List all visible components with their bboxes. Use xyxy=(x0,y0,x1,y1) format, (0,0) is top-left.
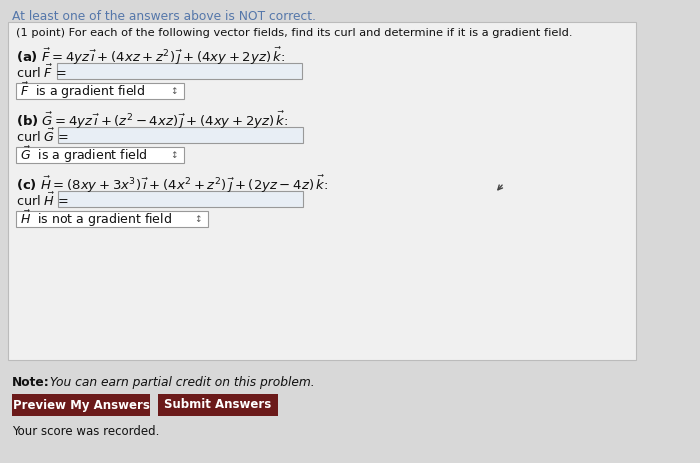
Text: $\vec{F}$  is a gradient field: $\vec{F}$ is a gradient field xyxy=(20,81,146,100)
Text: (1 point) For each of the following vector fields, find its curl and determine i: (1 point) For each of the following vect… xyxy=(16,28,573,38)
Text: $\vec{G}$  is a gradient field: $\vec{G}$ is a gradient field xyxy=(20,144,148,165)
Bar xyxy=(16,83,184,99)
Bar xyxy=(57,63,302,79)
Text: Preview My Answers: Preview My Answers xyxy=(13,399,149,412)
Text: ↕: ↕ xyxy=(195,214,202,224)
Text: curl $\vec{H}$ =: curl $\vec{H}$ = xyxy=(16,192,69,209)
Text: curl $\vec{G}$ =: curl $\vec{G}$ = xyxy=(16,128,69,145)
Text: Your score was recorded.: Your score was recorded. xyxy=(12,425,160,438)
Text: At least one of the answers above is NOT correct.: At least one of the answers above is NOT… xyxy=(12,10,316,23)
Bar xyxy=(16,211,208,227)
Text: ↕: ↕ xyxy=(170,87,178,95)
Text: You can earn partial credit on this problem.: You can earn partial credit on this prob… xyxy=(46,376,314,389)
Text: $\mathbf{(c)}\ \vec{H} = (8xy + 3x^3)\,\vec{\imath} + (4x^2 + z^2)\,\vec{\jmath}: $\mathbf{(c)}\ \vec{H} = (8xy + 3x^3)\,\… xyxy=(16,174,328,195)
Text: $\mathbf{(a)}\ \vec{F} = 4yz\,\vec{\imath} + (4xz + z^2)\,\vec{\jmath} + (4xy + : $\mathbf{(a)}\ \vec{F} = 4yz\,\vec{\imat… xyxy=(16,46,285,67)
Text: curl $\vec{F}$ =: curl $\vec{F}$ = xyxy=(16,64,66,81)
Text: Note:: Note: xyxy=(12,376,50,389)
Bar xyxy=(8,22,636,360)
Text: Submit Answers: Submit Answers xyxy=(164,399,272,412)
Bar xyxy=(158,394,278,416)
Bar xyxy=(16,147,184,163)
Bar xyxy=(12,394,150,416)
Bar xyxy=(58,127,303,143)
Bar xyxy=(58,191,303,207)
Text: $\mathbf{(b)}\ \vec{G} = 4yz\,\vec{\imath} + (z^2 - 4xz)\,\vec{\jmath} + (4xy + : $\mathbf{(b)}\ \vec{G} = 4yz\,\vec{\imat… xyxy=(16,110,288,131)
Text: $\vec{H}$  is not a gradient field: $\vec{H}$ is not a gradient field xyxy=(20,208,172,229)
Text: ↕: ↕ xyxy=(170,150,178,159)
